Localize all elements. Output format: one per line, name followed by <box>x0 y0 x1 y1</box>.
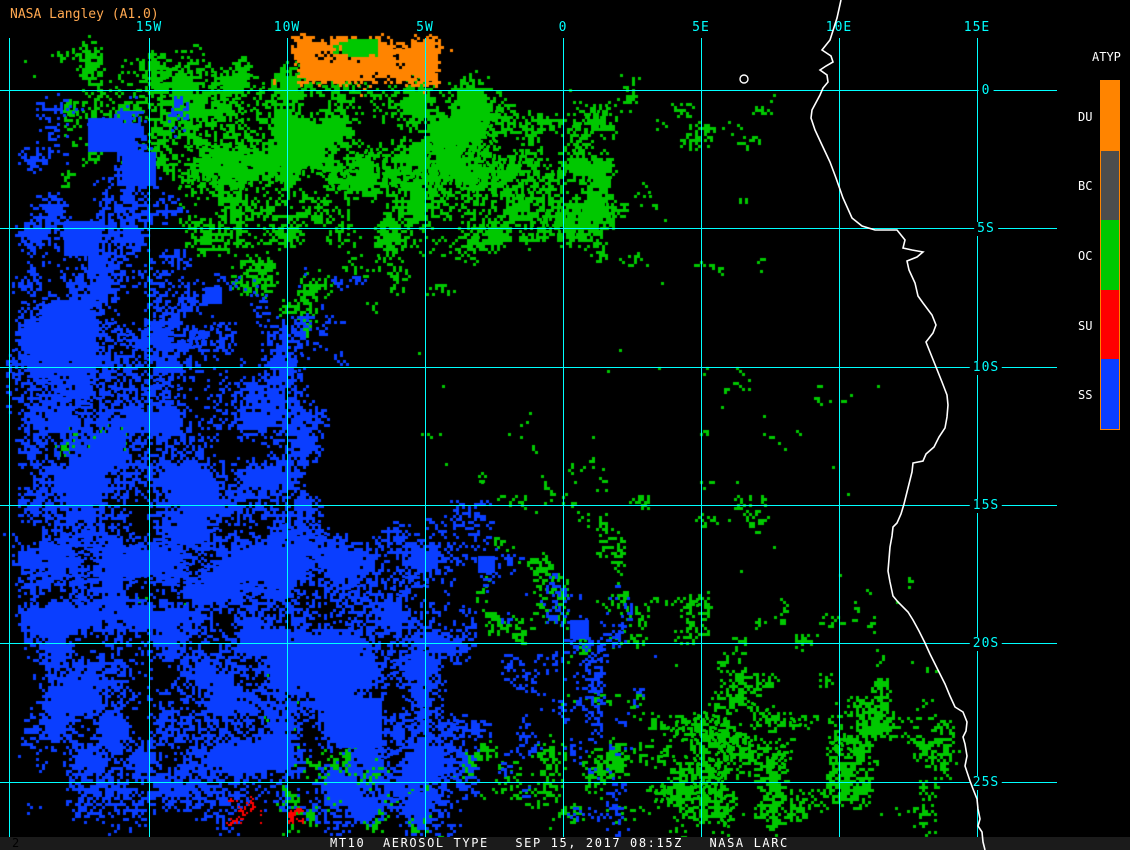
status-text: MT10 AEROSOL TYPE SEP 15, 2017 08:15Z NA… <box>330 836 789 850</box>
page-number: 2 <box>12 836 20 850</box>
map-title: NASA Langley (A1.0) <box>10 7 159 22</box>
status-bar: 2 MT10 AEROSOL TYPE SEP 15, 2017 08:15Z … <box>0 837 1130 850</box>
